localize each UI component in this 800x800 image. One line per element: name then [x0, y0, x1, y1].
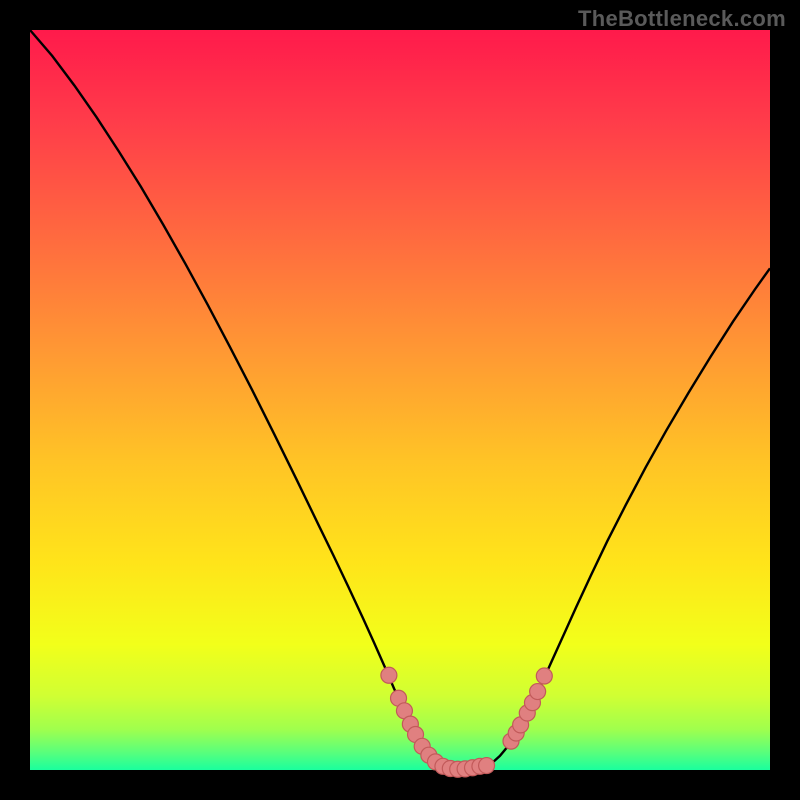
- curve-marker: [536, 668, 552, 684]
- bottleneck-curve: [30, 30, 770, 769]
- curve-marker: [479, 758, 495, 774]
- curve-marker: [530, 684, 546, 700]
- plot-area: [30, 30, 770, 770]
- curve-marker: [381, 667, 397, 683]
- marker-group: [381, 667, 552, 777]
- chart-frame: TheBottleneck.com: [0, 0, 800, 800]
- curve-layer: [30, 30, 770, 770]
- watermark-label: TheBottleneck.com: [578, 6, 786, 32]
